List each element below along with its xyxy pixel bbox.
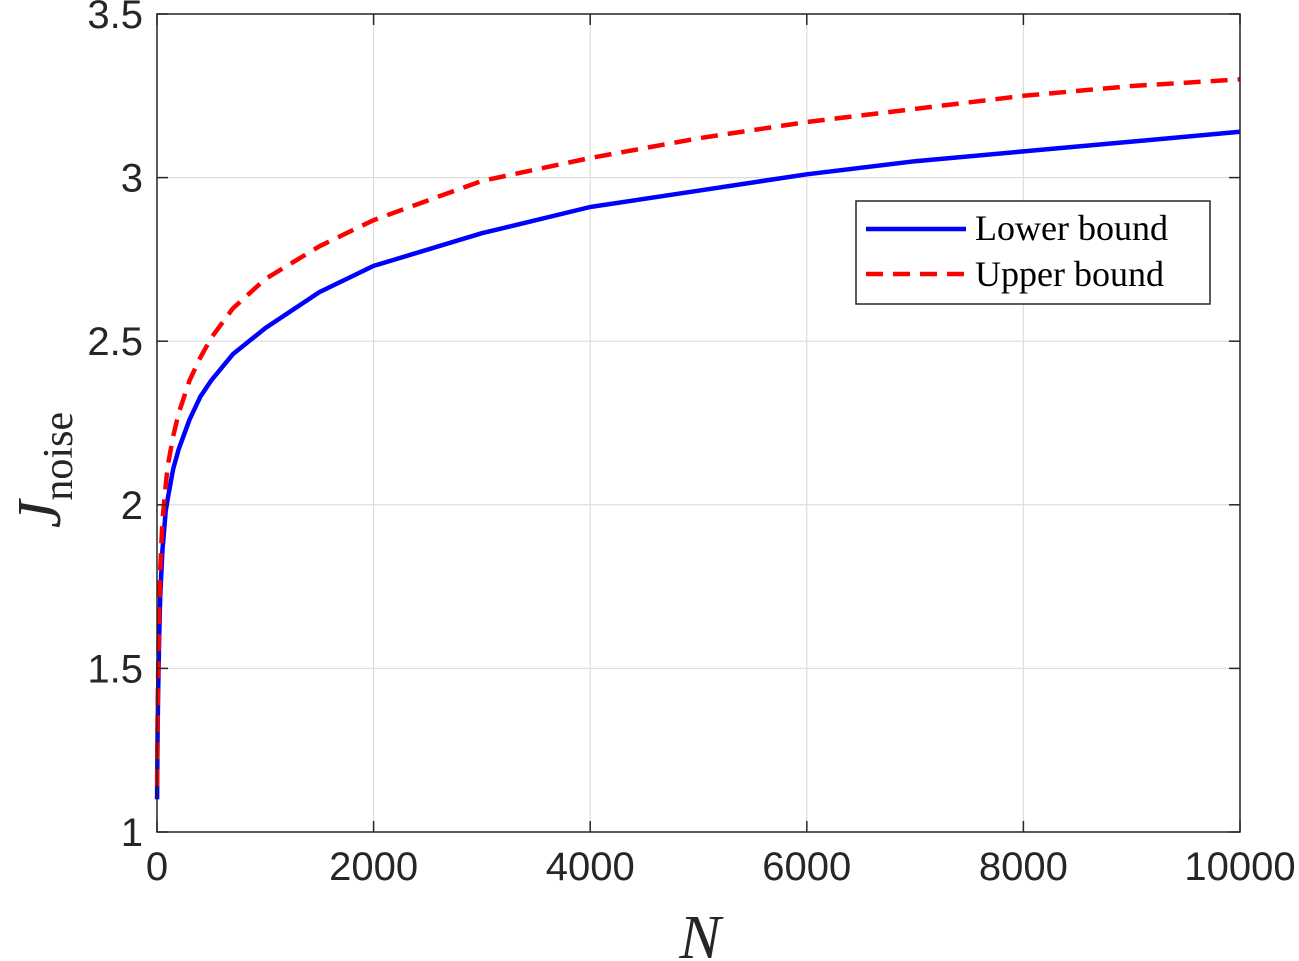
legend-label-lower-bound: Lower bound <box>975 208 1168 248</box>
legend-label-upper-bound: Upper bound <box>975 254 1164 294</box>
x-axis-ticks: 0 2000 4000 6000 8000 10000 <box>146 14 1296 889</box>
y-tick-label: 1.5 <box>87 647 143 691</box>
legend-box <box>855 200 1211 305</box>
y-axis-title: Jnoise <box>6 412 82 528</box>
y-axis-title-subscript: noise <box>36 412 82 501</box>
y-tick-label: 3 <box>121 157 143 201</box>
series-layer <box>154 77 1241 800</box>
grid-lines <box>156 13 1241 833</box>
x-tick-label: 0 <box>146 845 168 889</box>
y-tick-label: 2 <box>121 484 143 528</box>
x-tick-label: 8000 <box>979 845 1068 889</box>
x-axis-title: N <box>678 904 724 961</box>
legend: Lower bound Upper bound <box>855 200 1211 305</box>
y-tick-label: 2.5 <box>87 320 143 364</box>
x-tick-label: 6000 <box>762 845 851 889</box>
y-tick-label: 3.5 <box>87 0 143 37</box>
svg-text:Jnoise: Jnoise <box>6 412 82 528</box>
x-tick-label: 2000 <box>329 845 418 889</box>
series-line-upper-bound <box>154 77 1241 787</box>
x-tick-label: 10000 <box>1184 845 1295 889</box>
y-axis-ticks: 1 1.5 2 2.5 3 3.5 <box>87 0 1240 855</box>
x-tick-label: 4000 <box>546 845 635 889</box>
plot-area-frame <box>156 13 1241 833</box>
y-tick-label: 1 <box>121 811 143 855</box>
y-axis-title-main: J <box>6 498 74 528</box>
